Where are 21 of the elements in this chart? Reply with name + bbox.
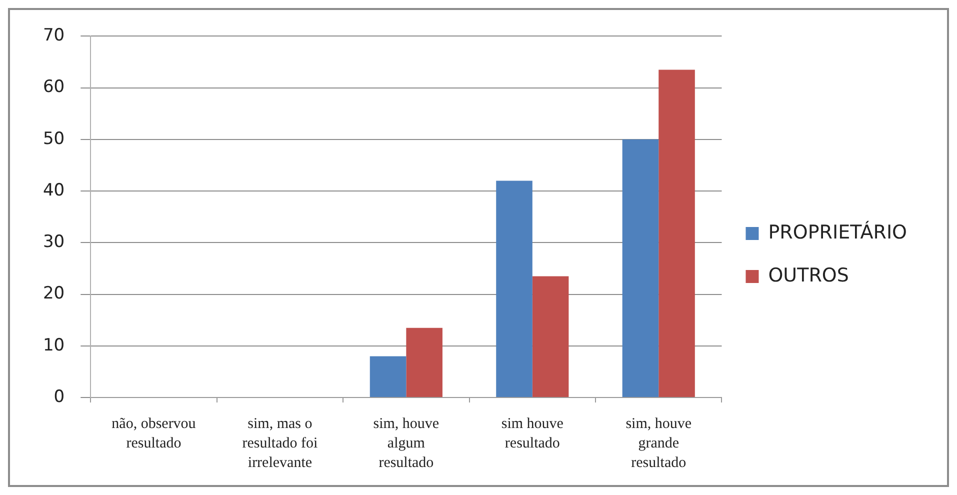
x-tick-label: não, observou resultado	[112, 416, 196, 452]
x-tick-label: sim houve resultado	[501, 416, 564, 452]
x-tick-label: sim, mas o resultado foi irrelevante	[242, 416, 318, 472]
y-tick-label: 50	[42, 128, 65, 149]
y-tick-label: 30	[42, 232, 65, 252]
bar	[496, 180, 532, 397]
x-tick-label: sim, houve algum resultado	[373, 416, 440, 472]
legend-label: PROPRIETÁRIO	[768, 220, 908, 244]
y-tick-label: 70	[42, 26, 65, 46]
bar	[406, 328, 442, 397]
bar	[658, 70, 695, 397]
bar	[532, 276, 569, 397]
y-tick-label: 20	[42, 284, 65, 304]
bar	[370, 356, 406, 397]
y-tick-label: 0	[54, 386, 65, 407]
y-tick-label: 60	[42, 77, 65, 98]
bar	[622, 139, 659, 397]
legend-label: OUTROS	[768, 264, 849, 286]
y-tick-label: 40	[42, 180, 65, 200]
y-tick-label: 10	[42, 335, 65, 356]
x-tick-label: sim, houve grande resultado	[626, 416, 692, 472]
